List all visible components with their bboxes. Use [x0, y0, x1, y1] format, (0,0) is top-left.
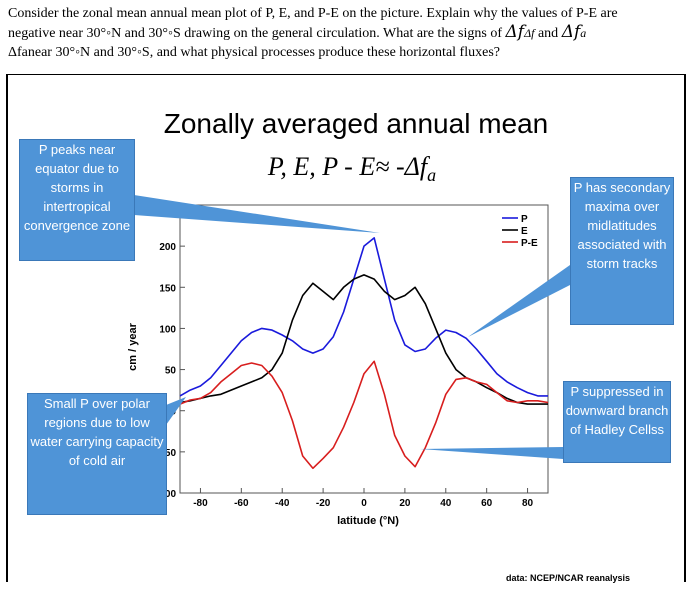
series-line-pe [179, 360, 549, 470]
chart-subtitle: P, E, P - E≈ -Δfa [267, 152, 436, 185]
y-axis-label: cm / year [127, 322, 139, 370]
data-credit: data: NCEP/NCAR reanalysis [506, 573, 630, 583]
x-axis-label: latitude (°N) [337, 515, 399, 527]
series-line-p [179, 237, 548, 397]
y-tick-label: -50 [162, 448, 177, 459]
x-tick-label: -40 [275, 498, 290, 509]
y-tick-label: 200 [159, 242, 176, 253]
zonal-mean-chart: Zonally averaged annual mean P, E, P - E… [127, 108, 630, 583]
hadley-pointer [420, 447, 563, 459]
y-tick-label: 150 [159, 283, 176, 294]
legend-label-pe: P-E [521, 238, 538, 249]
question-text: Consider the zonal mean annual mean plot… [8, 4, 694, 62]
polar-pointer [166, 397, 186, 425]
chart-series [179, 237, 549, 470]
x-tick-label: -20 [316, 498, 331, 509]
itcz-callout: P peaks near equator due to storms in in… [19, 139, 135, 261]
hadley-callout: P suppressed in downward branch of Hadle… [563, 381, 671, 463]
y-tick-label: 50 [165, 366, 177, 377]
delta-f-subscript: Δf [524, 26, 535, 40]
delta-fa-subscript: a [580, 26, 587, 40]
x-tick-label: 60 [481, 498, 493, 509]
delta-fa-symbol: Δf [561, 22, 581, 42]
midlat-callout: P has secondary maxima over midlatitudes… [570, 177, 674, 325]
question-line-3: Δfanear 30°◦N and 30°◦S, and what physic… [8, 45, 500, 60]
chart-title: Zonally averaged annual mean [164, 108, 548, 139]
series-line-e [179, 274, 548, 405]
chart-subtitle-text: P, E, P - E≈ -Δf [267, 152, 431, 181]
polar-callout: Small P over polar regions due to low wa… [27, 393, 167, 515]
legend-label-p: P [521, 214, 528, 225]
x-tick-label: 40 [440, 498, 452, 509]
y-tick-label: 100 [159, 324, 176, 335]
question-line-2-text: negative near 30°◦N and 30°◦S drawing on… [8, 26, 506, 41]
callout-pointers [134, 195, 570, 459]
itcz-pointer [134, 195, 380, 233]
midlat-pointer [468, 265, 570, 337]
x-tick-label: 80 [522, 498, 534, 509]
legend-label-e: E [521, 226, 528, 237]
x-tick-label: -80 [193, 498, 208, 509]
question-line-2: negative near 30°◦N and 30°◦S drawing on… [8, 23, 694, 43]
delta-f-symbol: Δf [505, 22, 525, 42]
chart-axes: -100-50050100150200250-80-60-40-20020406… [156, 201, 549, 509]
question-line-1: Consider the zonal mean annual mean plot… [8, 6, 618, 21]
x-tick-label: 20 [399, 498, 411, 509]
x-tick-label: -60 [234, 498, 249, 509]
and-text: and [534, 26, 562, 41]
chart-subtitle-subscript: a [427, 165, 436, 185]
chart-legend: PEP-E [502, 214, 538, 249]
figure-frame: Zonally averaged annual mean P, E, P - E… [6, 74, 686, 583]
x-tick-label: 0 [361, 498, 367, 509]
